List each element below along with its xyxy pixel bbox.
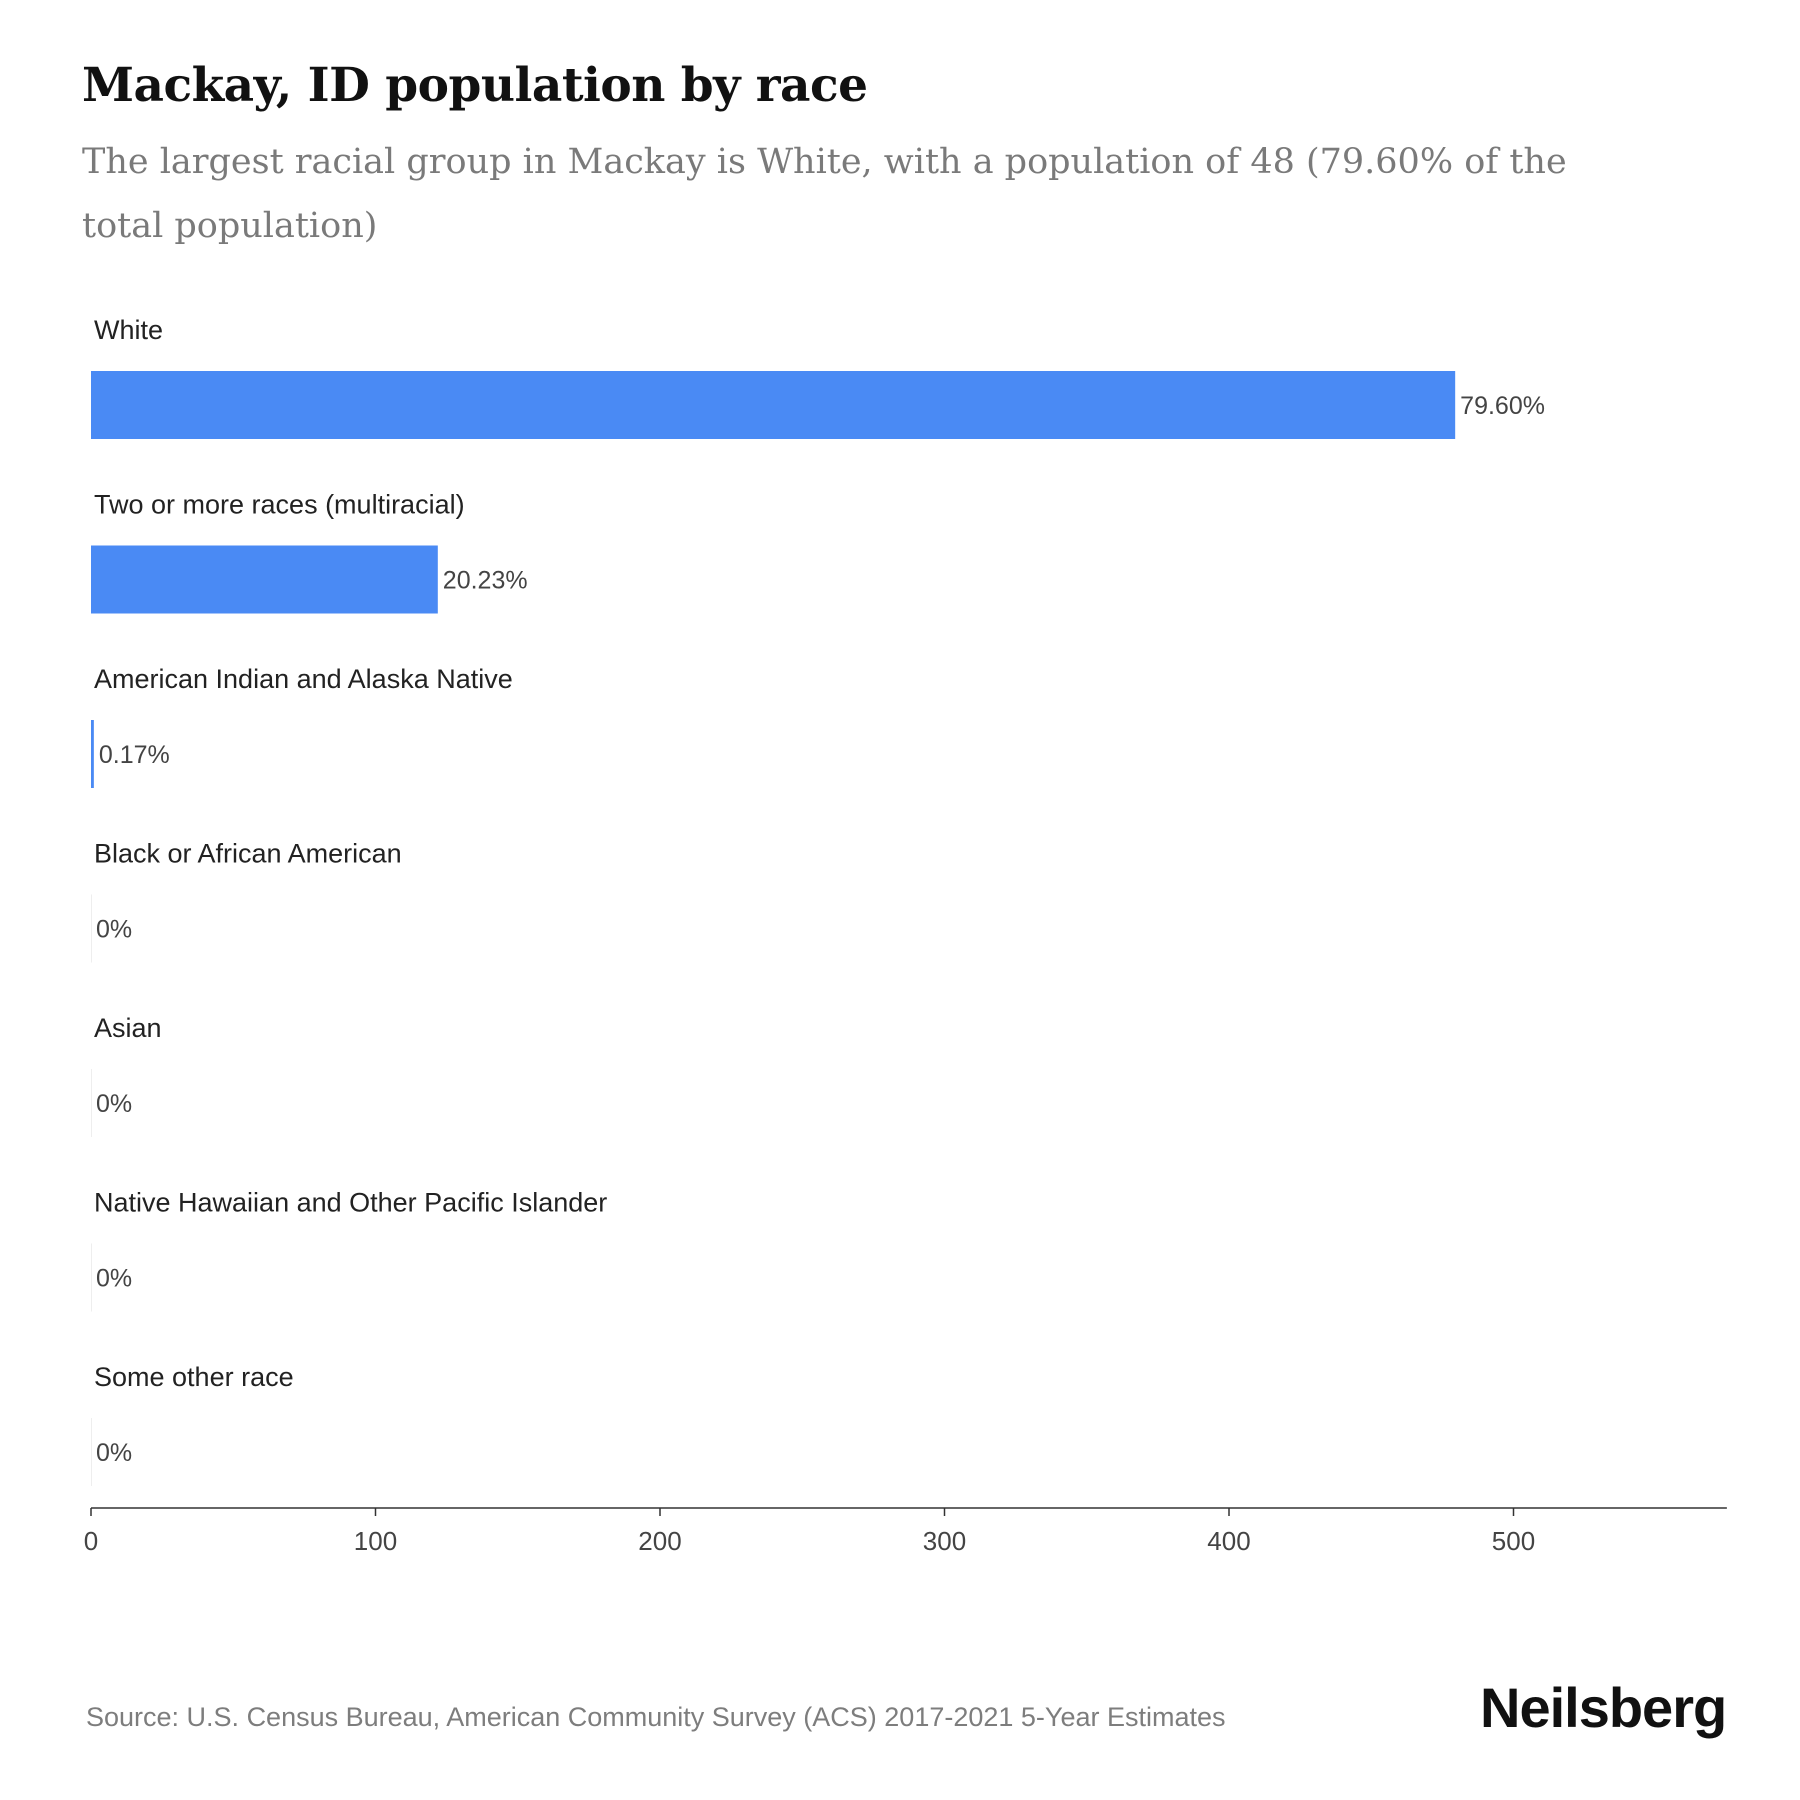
category-label: Black or African American: [94, 839, 402, 869]
bar-chart: White 79.60% Two or more races (multiracia…: [84, 315, 1727, 1556]
bar: [91, 371, 1456, 439]
x-tick-label: 200: [638, 1526, 681, 1556]
data-label: 79.60%: [1460, 392, 1545, 420]
data-label: 0%: [96, 916, 132, 944]
bars-layer: White 79.60% Two or more races (multiracia…: [91, 315, 1545, 1486]
data-label: 20.23%: [443, 567, 528, 595]
data-label: 0%: [96, 1439, 132, 1467]
neilsberg-logo: Neilsberg: [1480, 1676, 1727, 1739]
x-tick-label: 300: [923, 1526, 966, 1556]
data-label: 0%: [96, 1090, 132, 1118]
category-label: Native Hawaiian and Other Pacific Island…: [94, 1188, 607, 1218]
x-tick-label: 0: [84, 1526, 98, 1556]
data-label: 0%: [96, 1265, 132, 1293]
category-label: Asian: [94, 1013, 162, 1043]
x-tick-label: 500: [1492, 1526, 1535, 1556]
chart-subtitle: The largest racial group in Mackay is Wh…: [82, 142, 1567, 246]
category-label: White: [94, 315, 163, 345]
x-tick-label: 400: [1207, 1526, 1250, 1556]
data-label: 0.17%: [99, 741, 170, 769]
source-note: Source: U.S. Census Bureau, American Com…: [86, 1702, 1226, 1732]
category-label: American Indian and Alaska Native: [94, 664, 513, 694]
category-label: Two or more races (multiracial): [94, 490, 465, 520]
bar: [91, 720, 94, 788]
category-label: Some other race: [94, 1362, 294, 1392]
x-tick-label: 100: [354, 1526, 397, 1556]
chart-title: Mackay, ID population by race: [82, 58, 868, 113]
bar: [91, 545, 438, 614]
x-axis: 0 100 200 300 400 500: [84, 1507, 1727, 1556]
